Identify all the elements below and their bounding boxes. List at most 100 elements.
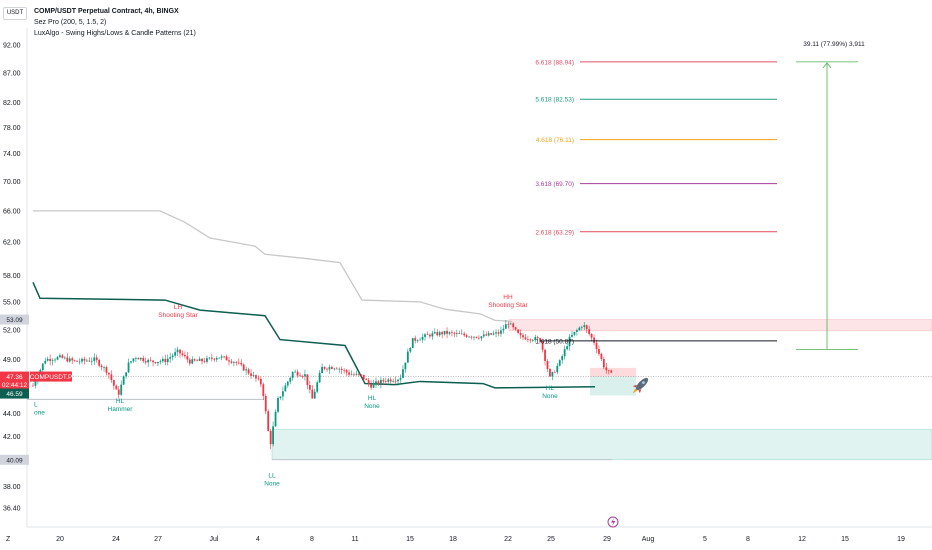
candle-body xyxy=(446,330,448,334)
candle-body xyxy=(497,332,500,334)
support-zone xyxy=(271,429,932,461)
swing-label: Shooting Star xyxy=(488,302,528,309)
candle-body xyxy=(593,337,595,343)
position-loss-box xyxy=(590,367,636,377)
candle-body xyxy=(255,375,257,379)
candle-body xyxy=(41,363,44,370)
candle-body xyxy=(179,349,181,354)
candle-body xyxy=(502,328,505,331)
candle-body xyxy=(296,371,299,376)
y-tick-label: 87.00 xyxy=(3,70,21,77)
candle-body xyxy=(208,357,211,359)
x-tick-label: 15 xyxy=(406,536,414,543)
x-tick-label: 22 xyxy=(504,536,512,543)
upper-band-line xyxy=(33,210,513,322)
candle-body xyxy=(436,332,439,336)
candle-body xyxy=(228,360,230,362)
candle-body xyxy=(387,379,390,382)
candle-body xyxy=(362,374,365,380)
candle-body xyxy=(44,360,47,364)
price-badge-label: 47.36 xyxy=(6,374,23,381)
y-tick-label: 74.00 xyxy=(3,151,21,158)
candle-body xyxy=(426,334,429,336)
candle-body xyxy=(161,358,164,362)
candle-body xyxy=(480,336,483,339)
lightning-icon xyxy=(611,518,616,526)
candle-body xyxy=(318,373,321,383)
swing-label: None xyxy=(264,480,280,487)
swing-label: HH xyxy=(503,294,513,301)
candle-body xyxy=(289,377,292,382)
price-badge xyxy=(0,379,29,390)
candle-body xyxy=(220,356,223,358)
candle-body xyxy=(370,384,372,388)
candle-body xyxy=(181,353,184,355)
axis-corner-label: Z xyxy=(6,536,11,543)
candle-body xyxy=(282,391,284,397)
price-badge-label: 46.59 xyxy=(6,391,23,398)
candle-body xyxy=(63,357,66,359)
indicator-luxalgo[interactable]: LuxAlgo - Swing Highs/Lows & Candle Patt… xyxy=(34,30,196,37)
candle-body xyxy=(218,357,221,359)
indicator-sez-pro[interactable]: Sez Pro (200, 5, 1.5, 2) xyxy=(34,19,107,26)
candle-body xyxy=(110,374,113,381)
rocket-window xyxy=(642,381,645,384)
candle-body xyxy=(210,357,213,359)
candle-body xyxy=(193,359,196,361)
candle-body xyxy=(419,339,421,341)
candle-body xyxy=(272,426,274,445)
candle-body xyxy=(558,360,561,366)
candle-body xyxy=(78,361,81,363)
candle-body xyxy=(465,335,468,337)
candle-body xyxy=(568,336,571,347)
y-tick-label: 44.00 xyxy=(3,411,21,418)
symbol-title[interactable]: COMP/USDT Perpetual Contract, 4h, BINGX xyxy=(34,8,179,15)
candle-body xyxy=(174,352,176,356)
candle-body xyxy=(377,381,380,385)
currency-button[interactable]: USDT xyxy=(3,7,27,20)
candle-body xyxy=(93,357,96,361)
candle-body xyxy=(328,367,331,370)
candle-body xyxy=(355,373,358,375)
rocket-body xyxy=(635,377,649,391)
swing-label: L xyxy=(34,402,38,409)
candle-body xyxy=(321,366,323,374)
price-badge xyxy=(0,388,29,399)
fib-level-label: 5.618 (82.53) xyxy=(535,97,574,104)
candle-body xyxy=(267,411,270,432)
candle-body xyxy=(382,379,385,382)
y-tick-label: 66.00 xyxy=(3,208,21,215)
candle-body xyxy=(286,381,289,386)
measure-arrow-icon xyxy=(822,62,832,69)
price-badge-label: 40.09 xyxy=(6,457,23,464)
x-tick-label: 4 xyxy=(256,536,260,543)
candle-body xyxy=(553,371,556,373)
candle-body xyxy=(433,332,436,334)
candle-body xyxy=(583,325,586,327)
candle-body xyxy=(213,358,216,360)
x-tick-label: 18 xyxy=(449,536,457,543)
rocket-flame xyxy=(632,388,638,394)
candle-body xyxy=(164,358,167,363)
x-tick-label: 15 xyxy=(841,536,849,543)
candle-body xyxy=(580,326,583,328)
candle-body xyxy=(59,355,61,358)
candle-body xyxy=(605,367,608,371)
candle-body xyxy=(487,333,490,336)
candle-body xyxy=(411,338,414,348)
x-tick-label: 11 xyxy=(351,536,358,543)
fib-level-label: 2.618 (63.29) xyxy=(535,229,574,236)
position-profit-box xyxy=(590,376,636,396)
rocket-fins xyxy=(632,384,642,394)
candle-body xyxy=(470,336,473,338)
candle-body xyxy=(451,332,453,333)
candle-body xyxy=(365,379,368,381)
swing-label: LH xyxy=(174,304,183,311)
x-tick-label: 24 xyxy=(112,536,120,543)
candle-body xyxy=(389,379,392,382)
candle-body xyxy=(291,372,294,378)
candle-body xyxy=(416,340,419,342)
fib-level-label: 4.618 (76.11) xyxy=(536,137,574,144)
candle-body xyxy=(468,336,470,338)
